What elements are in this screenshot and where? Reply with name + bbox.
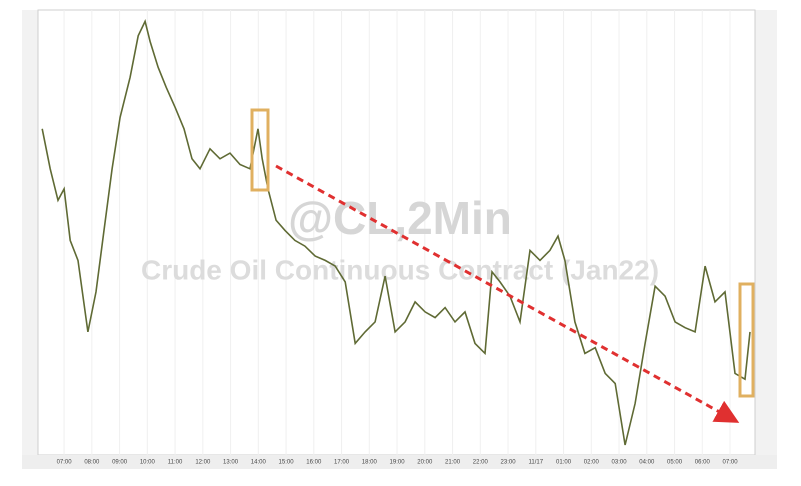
x-tick-label: 15:00 — [279, 460, 295, 466]
x-tick-label: 05:00 — [667, 460, 683, 466]
x-tick-label: 12:00 — [195, 460, 211, 466]
x-tick-label: 07:00 — [57, 460, 73, 466]
x-axis-strip — [22, 455, 777, 469]
highlight-box — [250, 108, 270, 192]
x-axis: 07:00 08:00 09:00 10:00 11:00 12:00 13:00 14:00… — [57, 460, 739, 466]
x-tick-label: 03:00 — [612, 460, 628, 466]
x-tick-label: 17:00 — [334, 460, 350, 466]
x-tick-label: 21:00 — [445, 460, 461, 466]
x-tick-label: 01:00 — [556, 460, 572, 466]
price-line — [41, 19, 751, 446]
x-tick-label: 11:00 — [168, 460, 183, 466]
plot — [41, 19, 751, 446]
x-tick-label: 02:00 — [584, 460, 600, 466]
x-tick-label: 04:00 — [639, 460, 655, 466]
left-axis-area — [22, 10, 38, 455]
x-tick-label: 07:00 — [723, 460, 739, 466]
x-tick-label: 13:00 — [223, 460, 239, 466]
x-tick-label: 19:00 — [390, 460, 406, 466]
x-tick-label: 16:00 — [306, 460, 322, 466]
trend-arrow — [275, 164, 740, 423]
watermark: @CL,2Min — [288, 192, 512, 244]
x-tick-label: 22:00 — [473, 460, 489, 466]
watermark-subtitle: Crude Oil Continuous Contract (Jan22) — [141, 254, 659, 285]
x-tick-label: 18:00 — [362, 460, 378, 466]
x-tick-label: 08:00 — [84, 460, 100, 466]
right-axis-area — [755, 10, 777, 455]
x-tick-label: 23:00 — [501, 460, 517, 466]
x-tick-label: 14:00 — [251, 460, 267, 466]
highlight-box — [738, 282, 755, 398]
x-tick-label: 20:00 — [417, 460, 433, 466]
x-tick-label: 09:00 — [112, 460, 128, 466]
x-tick-label: 06:00 — [695, 460, 711, 466]
x-tick-label: 10:00 — [140, 460, 156, 466]
x-tick-label: 11/17 — [529, 460, 544, 466]
